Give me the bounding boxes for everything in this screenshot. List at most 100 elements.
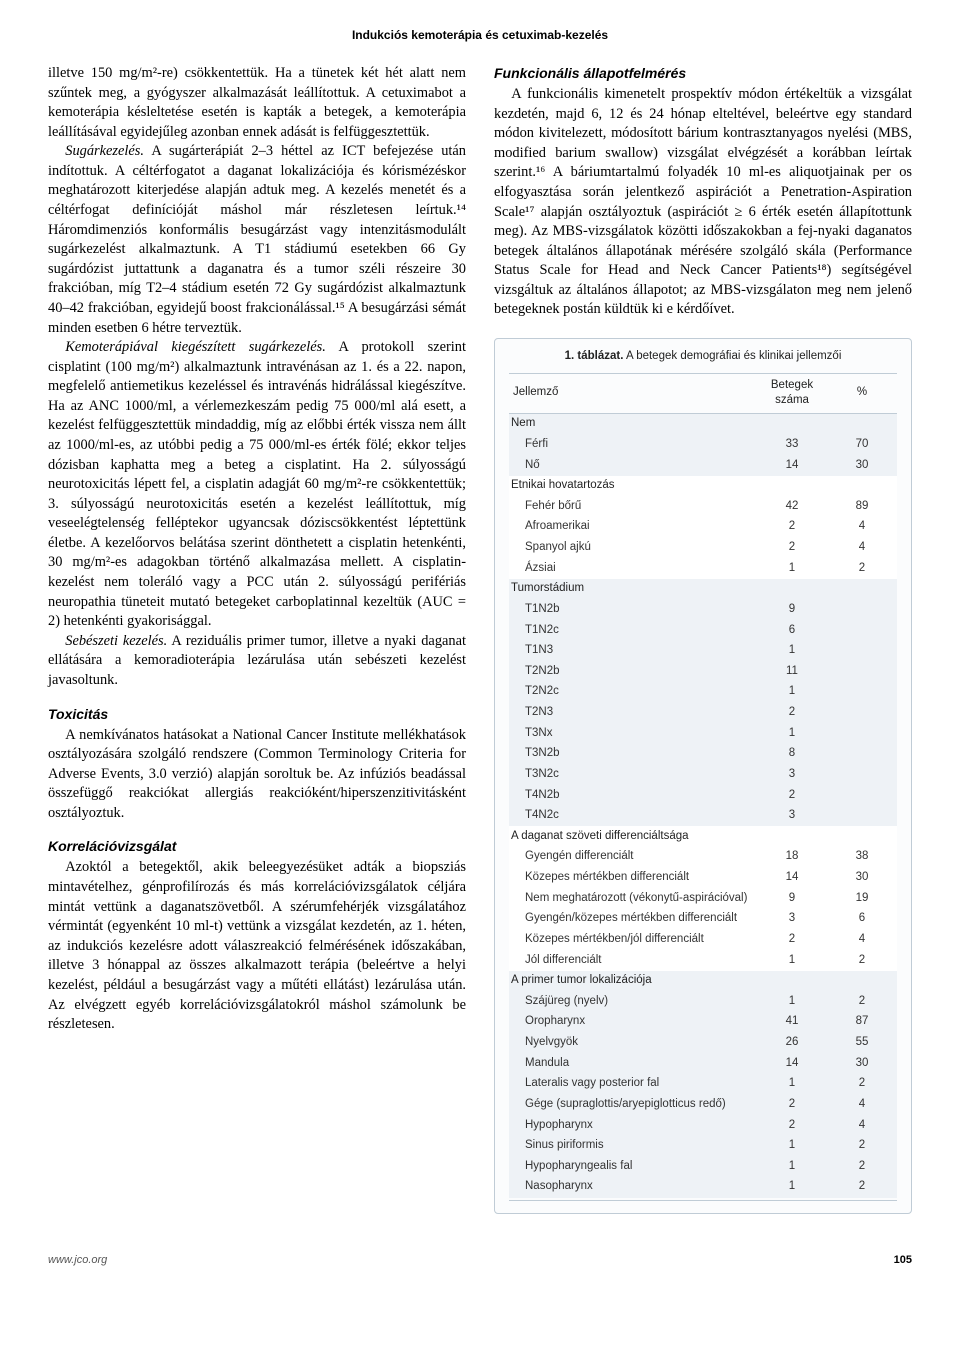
table1-cell-pct: 89: [827, 496, 897, 517]
table1-row: Hypopharyngealis fal12: [509, 1156, 897, 1177]
table1-row: Gége (supraglottis/aryepiglotticus redő)…: [509, 1094, 897, 1115]
table1-cell-pct: 2: [827, 1156, 897, 1177]
left-p1: illetve 150 mg/m²-re) csökkentettük. Ha …: [48, 64, 466, 142]
table1-group-row: A primer tumor lokalizációja: [509, 971, 897, 992]
table1-cell-pct: 55: [827, 1033, 897, 1054]
table1-cell-pct: [827, 785, 897, 806]
table1-cell-pct: 70: [827, 434, 897, 455]
table1-cell-label: Közepes mértékben differenciált: [509, 868, 757, 889]
table1-row: T2N2b11: [509, 661, 897, 682]
table1-row: Nem meghatározott (vékonytű-aspirációval…: [509, 888, 897, 909]
table1-col-betegek: Betegek száma: [757, 373, 827, 413]
table1-cell-label: Lateralis vagy posterior fal: [509, 1074, 757, 1095]
table1-row: Gyengén differenciált1838: [509, 847, 897, 868]
table1-cell-label: T1N3: [509, 641, 757, 662]
table1-cell-label: Nő: [509, 455, 757, 476]
table1-cell-label: Gyengén differenciált: [509, 847, 757, 868]
table1-cell-n: 9: [757, 888, 827, 909]
table1-cell-label: Etnikai hovatartozás: [509, 476, 757, 497]
table1-row: Fehér bőrű4289: [509, 496, 897, 517]
table1-cell-n: 2: [757, 785, 827, 806]
table1-row: Spanyol ajkú24: [509, 538, 897, 559]
table1-row: Sinus piriformis12: [509, 1136, 897, 1157]
table1-cell-n: 1: [757, 682, 827, 703]
table1-title: 1. táblázat. A betegek demográfiai és kl…: [509, 349, 897, 365]
table1-cell-label: T4N2b: [509, 785, 757, 806]
table1-cell-pct: [827, 620, 897, 641]
left-p4: Sebészeti kezelés. A reziduális primer t…: [48, 632, 466, 691]
table1-cell-pct: [827, 826, 897, 847]
table1-cell-pct: [827, 806, 897, 827]
table1-cell-label: T1N2c: [509, 620, 757, 641]
table1-cell-label: Nasopharynx: [509, 1177, 757, 1198]
table1-row: Jól differenciált12: [509, 950, 897, 971]
table1-row: Szájüreg (nyelv)12: [509, 991, 897, 1012]
table1-cell-pct: 4: [827, 1115, 897, 1136]
table1-cell-label: Fehér bőrű: [509, 496, 757, 517]
table1-header-row: Jellemző Betegek száma %: [509, 373, 897, 413]
table1-cell-label: Sinus piriformis: [509, 1136, 757, 1157]
table1-cell-label: Ázsiai: [509, 558, 757, 579]
table1-title-prefix: 1. táblázat.: [565, 350, 624, 362]
table1-cell-n: [757, 826, 827, 847]
table1-cell-n: [757, 971, 827, 992]
run-in-sugar: Sugárkezelés.: [65, 143, 144, 159]
table1-cell-n: 1: [757, 1136, 827, 1157]
table1-cell-n: 1: [757, 641, 827, 662]
table1-row: T4N2c3: [509, 806, 897, 827]
running-head: Indukciós kemoterápia és cetuximab-kezel…: [48, 28, 912, 42]
table1-cell-n: 1: [757, 1177, 827, 1198]
table1-row: T1N2b9: [509, 599, 897, 620]
table1-cell-n: 42: [757, 496, 827, 517]
table1-cell-n: [757, 413, 827, 434]
table1-cell-n: [757, 579, 827, 600]
table1-cell-label: Hypopharynx: [509, 1115, 757, 1136]
table1-row: Mandula1430: [509, 1053, 897, 1074]
table1-cell-pct: [827, 579, 897, 600]
table1-cell-label: T1N2b: [509, 599, 757, 620]
table1-cell-n: 2: [757, 517, 827, 538]
table1-cell-pct: 2: [827, 1074, 897, 1095]
table1-cell-label: Közepes mértékben/jól differenciált: [509, 929, 757, 950]
table1-cell-label: Nem: [509, 413, 757, 434]
table1-cell-n: 3: [757, 806, 827, 827]
table1-cell-label: Gége (supraglottis/aryepiglotticus redő): [509, 1094, 757, 1115]
table1-cell-label: T3N2c: [509, 764, 757, 785]
table1-cell-n: 26: [757, 1033, 827, 1054]
table1-cell-label: T2N3: [509, 703, 757, 724]
table1-cell-n: 41: [757, 1012, 827, 1033]
table1-cell-label: Mandula: [509, 1053, 757, 1074]
table1-cell-n: 2: [757, 538, 827, 559]
table1-col-percent: %: [827, 373, 897, 413]
table1-cell-pct: 4: [827, 1094, 897, 1115]
table1-cell-pct: 4: [827, 929, 897, 950]
left-p2-body: A sugárterápiát 2–3 héttel az ICT befeje…: [48, 143, 466, 335]
table1-row: Nyelvgyök2655: [509, 1033, 897, 1054]
table1-row: Nasopharynx12: [509, 1177, 897, 1198]
left-column: illetve 150 mg/m²-re) csökkentettük. Ha …: [48, 64, 466, 1214]
footer-page-number: 105: [894, 1254, 912, 1266]
table1-cell-pct: 30: [827, 1053, 897, 1074]
table1-cell-pct: [827, 723, 897, 744]
table1-cell-label: T3Nx: [509, 723, 757, 744]
run-in-kemo: Kemoterápiával kiegészített sugárkezelés…: [65, 339, 326, 355]
table1-cell-n: 18: [757, 847, 827, 868]
table1-cell-pct: 4: [827, 538, 897, 559]
table1-row: T3N2b8: [509, 744, 897, 765]
table1-row: T1N2c6: [509, 620, 897, 641]
table1-cell-pct: [827, 764, 897, 785]
table1-cell-pct: 2: [827, 950, 897, 971]
table1-cell-n: 9: [757, 599, 827, 620]
table1-cell-pct: 30: [827, 455, 897, 476]
table1-cell-label: Oropharynx: [509, 1012, 757, 1033]
table1-row: Gyengén/közepes mértékben differenciált3…: [509, 909, 897, 930]
table1-cell-label: Tumorstádium: [509, 579, 757, 600]
table1-row: T1N31: [509, 641, 897, 662]
left-p2: Sugárkezelés. A sugárterápiát 2–3 héttel…: [48, 142, 466, 338]
table1-cell-pct: 19: [827, 888, 897, 909]
table1-row: T3N2c3: [509, 764, 897, 785]
table1-row: T3Nx1: [509, 723, 897, 744]
heading-korrelacio: Korrelációvizsgálat: [48, 837, 466, 856]
table1-cell-n: 14: [757, 455, 827, 476]
table1-group-row: Nem: [509, 413, 897, 434]
